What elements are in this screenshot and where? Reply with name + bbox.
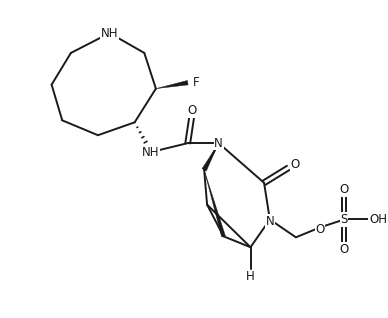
Text: NH: NH	[142, 146, 160, 159]
Text: N: N	[265, 215, 274, 228]
Text: NH: NH	[101, 27, 118, 40]
Text: O: O	[340, 183, 349, 196]
Polygon shape	[156, 80, 188, 89]
Text: OH: OH	[369, 213, 387, 226]
Polygon shape	[204, 170, 225, 237]
Text: O: O	[187, 104, 196, 117]
Text: H: H	[246, 271, 255, 283]
Text: O: O	[340, 243, 349, 256]
Text: N: N	[214, 137, 223, 150]
Text: O: O	[290, 158, 300, 171]
Text: S: S	[341, 213, 348, 226]
Text: F: F	[193, 76, 200, 89]
Text: O: O	[315, 223, 325, 236]
Polygon shape	[202, 143, 219, 171]
